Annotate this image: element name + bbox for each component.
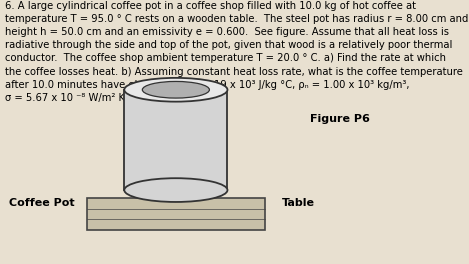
Bar xyxy=(124,90,227,190)
Ellipse shape xyxy=(143,81,209,98)
Bar xyxy=(87,198,265,230)
Text: 6. A large cylindrical coffee pot in a coffee shop filled with 10.0 kg of hot co: 6. A large cylindrical coffee pot in a c… xyxy=(5,1,468,103)
Text: Figure P6: Figure P6 xyxy=(310,114,370,124)
Ellipse shape xyxy=(124,178,227,202)
Text: Table: Table xyxy=(281,198,314,208)
Text: Coffee Pot: Coffee Pot xyxy=(9,198,75,208)
Ellipse shape xyxy=(124,78,227,102)
